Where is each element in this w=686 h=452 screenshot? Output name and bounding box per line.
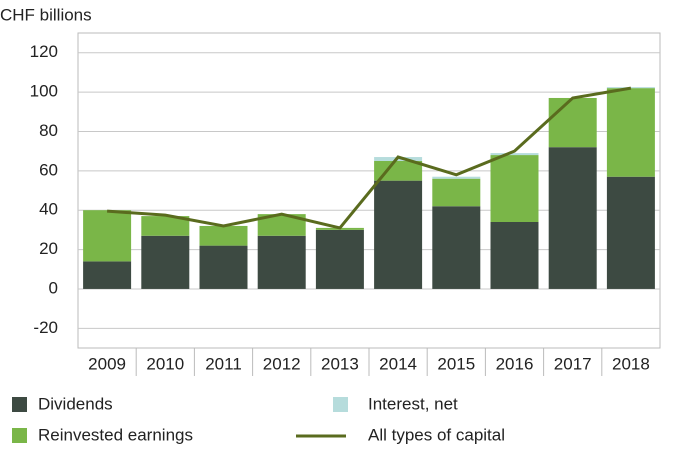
y-tick-label: 40 (39, 200, 58, 219)
bar-segment (315, 229, 364, 289)
y-tick-label: -20 (33, 318, 58, 337)
total-line (106, 86, 632, 230)
x-tick-label: 2016 (496, 354, 534, 373)
legend-swatch (12, 428, 27, 443)
y-tick-label: 20 (39, 239, 58, 258)
x-tick-label: 2017 (554, 354, 592, 373)
bar-segment (141, 216, 190, 236)
y-tick-label: 60 (39, 160, 58, 179)
legend-label: Interest, net (368, 394, 458, 413)
bar-segment (141, 235, 190, 289)
bar-segment (83, 261, 132, 289)
x-tick-label: 2015 (437, 354, 475, 373)
x-tick-label: 2011 (205, 354, 242, 373)
bar-segment (490, 153, 539, 156)
legend-swatch (333, 397, 348, 412)
bar-segment (432, 178, 481, 207)
x-tick-label: 2018 (612, 354, 650, 373)
bar-segment (548, 147, 597, 289)
bar-segment (257, 235, 306, 289)
x-tick-label: 2010 (146, 354, 184, 373)
legend-label: Dividends (38, 394, 113, 413)
bar-segment (606, 88, 655, 177)
bar-segment (199, 245, 248, 289)
x-tick-label: 2009 (88, 354, 126, 373)
y-tick-label: 0 (49, 278, 58, 297)
bar-segment (432, 206, 481, 289)
x-tick-label: 2014 (379, 354, 417, 373)
y-tick-label: 120 (30, 42, 58, 61)
bar-segment (374, 180, 423, 289)
bar-segment (432, 176, 481, 179)
bar-segment (606, 87, 655, 89)
x-tick-label: 2012 (263, 354, 301, 373)
bar-segment (548, 97, 597, 148)
bar-segment (83, 210, 132, 262)
bar-segment (374, 160, 423, 181)
bar-segment (257, 214, 306, 236)
x-tick-label: 2013 (321, 354, 359, 373)
y-axis-label: CHF billions (0, 5, 92, 24)
bar-segment (490, 155, 539, 222)
y-tick-label: 100 (30, 82, 58, 101)
bar-segment (606, 176, 655, 289)
bar-segment (490, 222, 539, 289)
legend-label: Reinvested earnings (38, 425, 193, 444)
bar-segment (199, 225, 248, 246)
y-tick-label: 80 (39, 121, 58, 140)
legend-label: All types of capital (368, 425, 505, 444)
legend-swatch (12, 397, 27, 412)
